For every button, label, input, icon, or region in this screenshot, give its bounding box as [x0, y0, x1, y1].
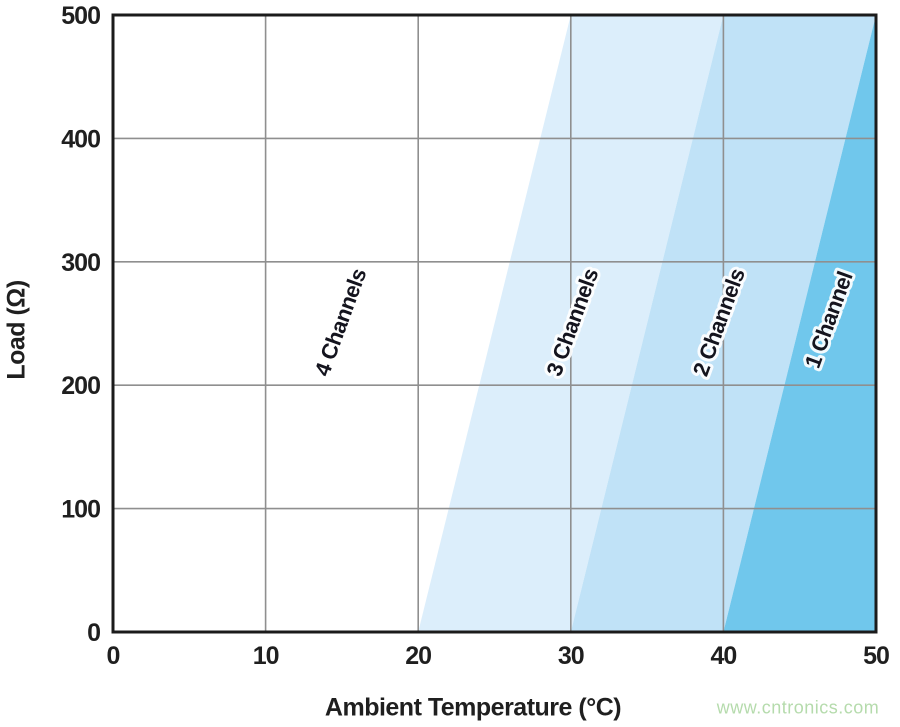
region-4-channels [113, 15, 571, 632]
region-1-channel [723, 15, 876, 632]
y-axis-title: Load (Ω) [2, 280, 31, 380]
x-tick-label-20: 20 [405, 642, 431, 670]
x-tick-label-40: 40 [710, 642, 736, 670]
watermark-text: www.cntronics.com [716, 697, 880, 718]
y-tick-label-300: 300 [61, 249, 100, 277]
y-tick-label-100: 100 [61, 496, 100, 524]
y-tick-label-400: 400 [61, 125, 100, 153]
x-tick-label-0: 0 [107, 642, 120, 670]
x-tick-label-10: 10 [253, 642, 279, 670]
y-tick-label-500: 500 [61, 2, 100, 30]
plot-border [111, 13, 878, 634]
y-tick-label-0: 0 [87, 619, 100, 647]
x-axis-title: Ambient Temperature (°C) [324, 693, 622, 722]
x-tick-label-30: 30 [558, 642, 584, 670]
y-tick-label-200: 200 [61, 372, 100, 400]
x-tick-label-50: 50 [863, 642, 889, 670]
